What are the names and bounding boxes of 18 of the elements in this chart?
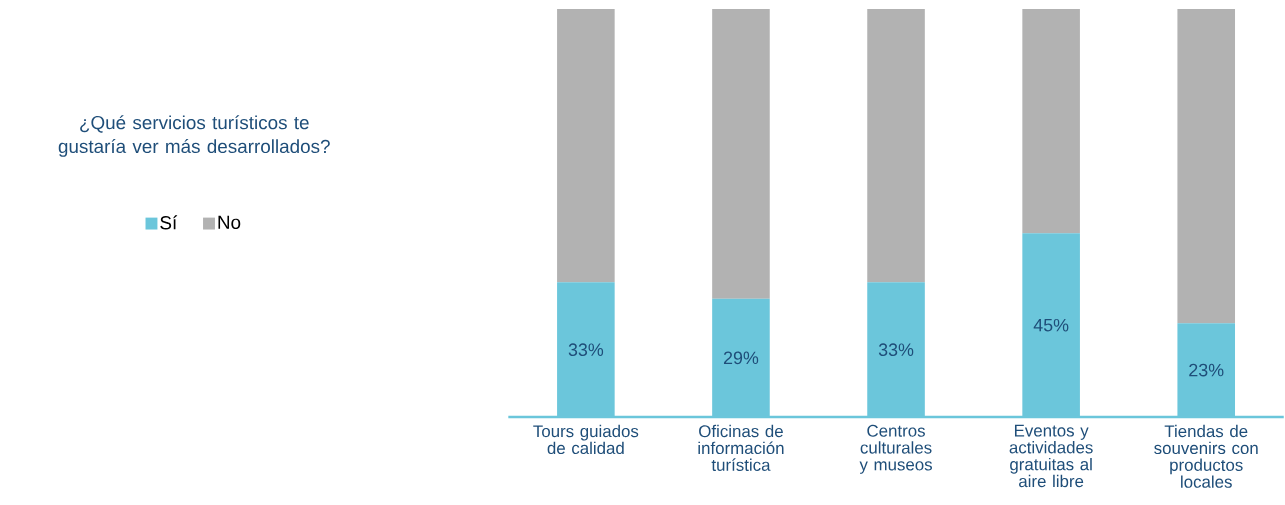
x-tick-label: Tours guiados de calidad: [533, 424, 639, 454]
legend-label: No: [218, 215, 241, 229]
data-label: 23%: [1189, 363, 1224, 377]
legend-label: Sí: [160, 215, 178, 230]
data-label: 45%: [1033, 318, 1069, 332]
bar: [712, 8, 770, 299]
text: ¿Qué servicios turísticos te gustaría ver más desarrollados?: [58, 115, 330, 157]
data-label: 33%: [878, 343, 914, 356]
data-label: 33%: [568, 343, 604, 356]
x-tick-label: Eventos y actividades gratuitas al aire libre: [1009, 424, 1093, 488]
bar: [557, 8, 615, 283]
bar: [1022, 8, 1080, 234]
bar: [867, 8, 925, 283]
data-label: 29%: [723, 351, 759, 364]
x-tick-label: Tiendas de souvenirs con productos locales: [1154, 424, 1258, 488]
bar: [1177, 8, 1236, 323]
x-tick-label: Centros culturales y museos: [859, 424, 933, 474]
x-tick-label: Oficinas de información turística: [698, 424, 784, 471]
